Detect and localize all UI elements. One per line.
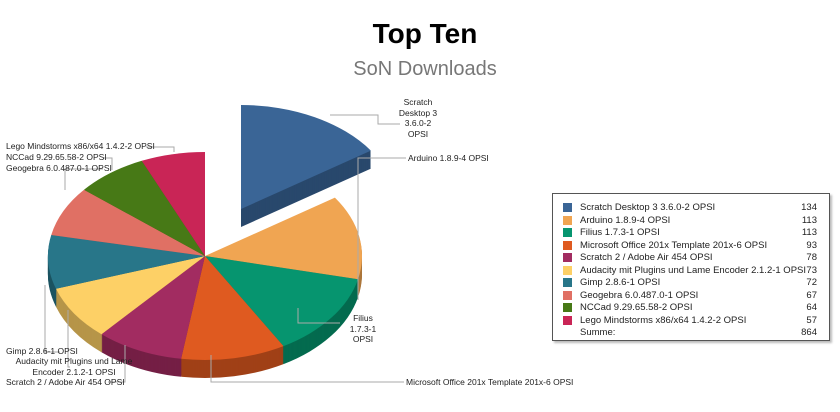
- pie-slice[interactable]: [47, 234, 205, 289]
- legend-value: 64: [806, 302, 817, 313]
- slice-label-audacity: Audacity mit Plugins und Lame Encoder 2.…: [15, 356, 133, 377]
- chart-title: Top Ten: [372, 18, 478, 49]
- legend-label: Geogebra 6.0.487.0-1 OPSI: [580, 289, 699, 301]
- pie-slice[interactable]: [205, 256, 359, 347]
- legend-item[interactable]: Audacity mit Plugins und Lame Encoder 2.…: [563, 265, 817, 277]
- pie-slice[interactable]: [55, 256, 206, 335]
- leader-line: [297, 308, 340, 324]
- legend-swatch: [563, 315, 572, 325]
- legend-value: 57: [806, 314, 817, 326]
- leader-line: [108, 345, 126, 383]
- legend-sum-label: Summe:: [580, 327, 616, 338]
- legend-swatch: [563, 228, 572, 237]
- legend-swatch: [563, 265, 572, 275]
- slice-label-lego: Lego Mindstorms x86/x64 1.4.2-2 OPSI: [6, 141, 155, 151]
- leader-line: [210, 355, 404, 383]
- slice-label-arduino: Arduino 1.8.9-4 OPSI: [408, 153, 489, 163]
- pie-slice[interactable]: [205, 197, 363, 280]
- slice-label-ms-office: Microsoft Office 201x Template 201x-6 OP…: [406, 377, 574, 387]
- chart-subtitle: SoN Downloads: [353, 58, 497, 80]
- leader-line: [64, 168, 103, 190]
- legend-label: NCCad 9.29.65.58-2 OPSI: [580, 302, 693, 313]
- legend-swatch: [563, 278, 572, 287]
- legend-swatch: [563, 203, 572, 212]
- leader-line: [357, 157, 406, 300]
- legend-swatch: [563, 253, 572, 262]
- legend-label: Microsoft Office 201x Template 201x-6 OP…: [580, 239, 768, 251]
- legend-swatch: [563, 215, 572, 225]
- pie-slice[interactable]: [101, 256, 205, 359]
- legend-swatch: [563, 240, 572, 250]
- legend-value: 134: [801, 202, 817, 213]
- legend-value: 72: [806, 277, 817, 288]
- legend-label: Arduino 1.8.9-4 OPSI: [580, 214, 671, 226]
- legend-value: 78: [806, 252, 817, 263]
- pie-slice[interactable]: [241, 105, 371, 209]
- legend-item[interactable]: Lego Mindstorms x86/x64 1.4.2-2 OPSI 57: [563, 315, 817, 327]
- legend-swatch: [563, 303, 572, 312]
- leader-line: [44, 285, 60, 353]
- slice-label-scratch2: Scratch 2 / Adobe Air 454 OPSI: [6, 377, 125, 387]
- slice-label-nccad: NCCad 9.29.65.58-2 OPSI: [6, 152, 107, 162]
- legend-item[interactable]: Scratch Desktop 3 3.6.0-2 OPSI 134: [563, 202, 817, 214]
- legend-label: Scratch Desktop 3 3.6.0-2 OPSI: [580, 202, 716, 213]
- legend-label: Lego Mindstorms x86/x64 1.4.2-2 OPSI: [580, 314, 747, 326]
- legend-label: Gimp 2.8.6-1 OPSI: [580, 277, 661, 288]
- pie-slice[interactable]: [84, 160, 205, 256]
- slice-label-gimp: Gimp 2.8.6-1 OPSI: [6, 346, 78, 356]
- legend-value: 113: [801, 227, 817, 238]
- legend-value: 113: [801, 214, 817, 226]
- legend: Scratch Desktop 3 3.6.0-2 OPSI 134 Arduin…: [552, 193, 830, 341]
- legend-item[interactable]: Gimp 2.8.6-1 OPSI 72: [563, 277, 817, 289]
- legend-swatch: [563, 290, 572, 300]
- legend-item[interactable]: NCCad 9.29.65.58-2 OPSI 64: [563, 302, 817, 314]
- legend-value: 93: [806, 239, 817, 251]
- pie-slice[interactable]: [51, 189, 205, 256]
- legend-item[interactable]: Arduino 1.8.9-4 OPSI 113: [563, 215, 817, 227]
- legend-value: 73: [806, 264, 817, 276]
- leader-line: [103, 157, 113, 170]
- slice-label-geogebra: Geogebra 6.0.487.0-1 OPSI: [6, 163, 112, 173]
- legend-label: Filius 1.7.3-1 OPSI: [580, 227, 660, 238]
- legend-item[interactable]: Scratch 2 / Adobe Air 454 OPSI 78: [563, 252, 817, 264]
- legend-label: Scratch 2 / Adobe Air 454 OPSI: [580, 252, 713, 263]
- legend-sum-value: 864: [801, 327, 817, 338]
- leader-line: [330, 114, 400, 125]
- legend-value: 67: [806, 289, 817, 301]
- leader-line: [67, 310, 70, 368]
- pie-chart: [44, 105, 406, 383]
- legend-item[interactable]: Filius 1.7.3-1 OPSI 113: [563, 227, 817, 239]
- legend-item[interactable]: Microsoft Office 201x Template 201x-6 OP…: [563, 240, 817, 252]
- legend-sum: Summe: 864: [563, 327, 817, 339]
- legend-item[interactable]: Geogebra 6.0.487.0-1 OPSI 67: [563, 290, 817, 302]
- leader-line: [146, 146, 175, 152]
- legend-label: Audacity mit Plugins und Lame Encoder 2.…: [580, 264, 807, 276]
- pie-slice[interactable]: [181, 256, 284, 360]
- pie-slice[interactable]: [141, 152, 205, 256]
- slice-label-filius: Filius 1.7.3-1 OPSI: [349, 313, 377, 344]
- slice-label-scratch-desktop: Scratch Desktop 3 3.6.0-2 OPSI: [398, 97, 438, 139]
